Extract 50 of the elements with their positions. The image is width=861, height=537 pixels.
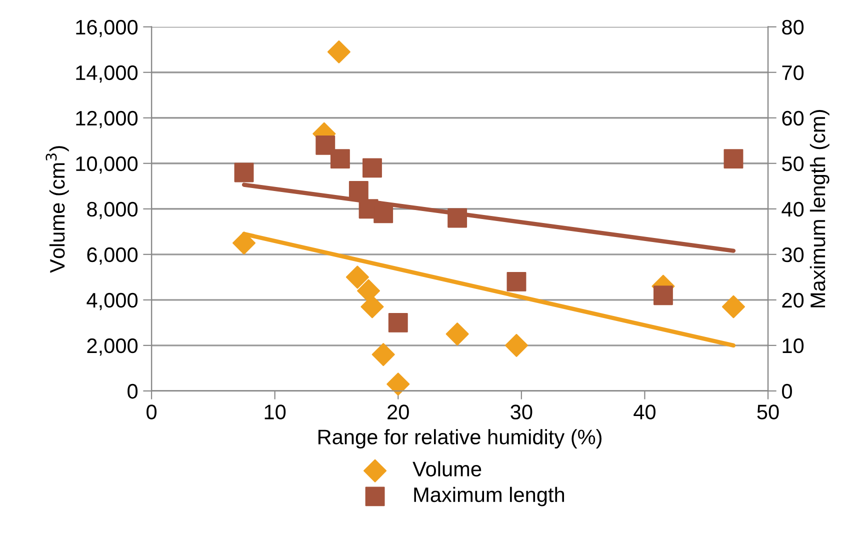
legend-label: Maximum length: [414, 486, 564, 506]
x-tick-label: 0: [146, 404, 157, 420]
y-tick-label: 0: [128, 384, 138, 399]
y2-tick-label: 30: [782, 247, 804, 262]
point: [234, 162, 254, 182]
x-tick-label: 20: [388, 404, 409, 420]
y-tick-label: 14,000: [76, 65, 138, 83]
y2-tick-label: 60: [782, 110, 804, 126]
y2-tick-label: 40: [782, 202, 804, 217]
point: [316, 135, 336, 155]
point: [388, 312, 408, 332]
y2-tick-label: 10: [782, 338, 804, 354]
x-axis-title: Range for relative humidity (%): [318, 429, 602, 449]
x-tick-label: 30: [510, 404, 532, 420]
y-tick-label: 6,000: [87, 247, 138, 265]
point: [357, 279, 380, 302]
y-tick-label: 12,000: [76, 110, 138, 128]
y-axis-title: Volume (cm$^{3}$): [46, 146, 69, 273]
point: [346, 266, 369, 289]
y-tick-label: 16,000: [76, 20, 138, 38]
point: [506, 272, 526, 292]
point: [386, 372, 410, 396]
point: [722, 295, 745, 318]
y2-axis-title: Maximum length (cm): [810, 110, 830, 308]
x-tick-label: 10: [264, 404, 286, 420]
x-tick-label: 40: [634, 404, 656, 420]
y2-tick-label: 80: [782, 20, 804, 35]
y2-tick-label: 20: [782, 292, 804, 308]
point: [504, 334, 528, 357]
point: [360, 295, 384, 318]
point: [446, 322, 469, 346]
point: [374, 204, 394, 224]
point: [372, 343, 395, 366]
y2-tick-label: 0: [782, 384, 792, 399]
y2-tick-label: 50: [782, 156, 804, 172]
point: [348, 180, 368, 200]
point: [448, 208, 468, 228]
y-tick-label: 10,000: [76, 156, 138, 174]
point: [724, 149, 744, 169]
x-tick-label: 50: [757, 404, 779, 420]
y-tick-label: 4,000: [86, 292, 138, 310]
y2-tick-label: 70: [782, 65, 804, 80]
y-tick-label: 2,000: [87, 338, 138, 356]
point: [232, 232, 256, 255]
point: [330, 149, 350, 169]
legend-label: Volume: [412, 461, 482, 476]
y-tick-label: 8,000: [87, 202, 138, 220]
point: [653, 286, 673, 306]
point: [327, 40, 350, 64]
point: [362, 158, 382, 178]
